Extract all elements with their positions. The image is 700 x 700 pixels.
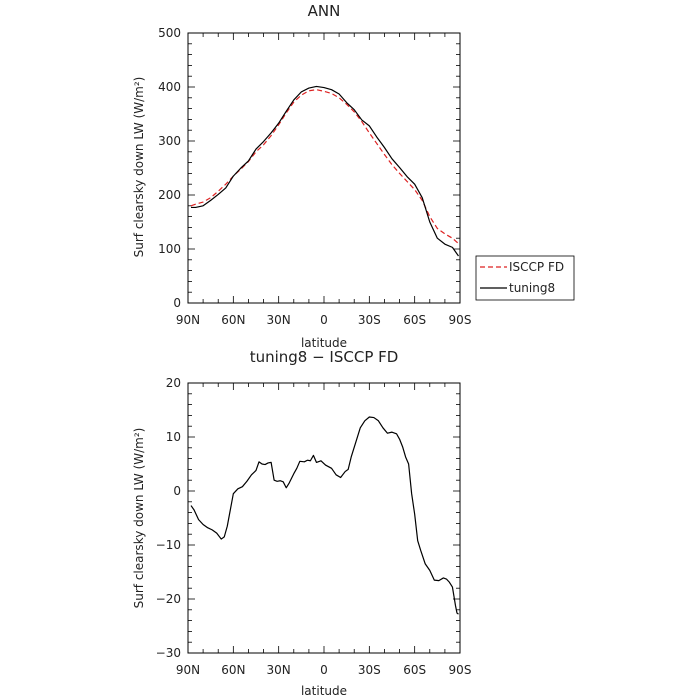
series-layer	[190, 416, 459, 615]
y-tick-label: −10	[156, 538, 181, 552]
x-tick-label: 60N	[221, 313, 245, 327]
legend: ISCCP FD tuning8	[475, 255, 575, 301]
legend-label-isccp: ISCCP FD	[509, 260, 564, 274]
series-layer	[190, 85, 459, 257]
y-tick-label: 400	[158, 80, 181, 94]
x-tick-label: 0	[320, 663, 328, 677]
y-tick-labels: 0 100 200 300 400 500	[158, 26, 181, 310]
x-tick-label: 60S	[403, 663, 426, 677]
x-tick-label: 90N	[176, 663, 200, 677]
chart-title: tuning8 − ISCCP FD	[250, 348, 399, 366]
y-tick-labels: −30 −20 −10 0 10 20	[156, 376, 181, 660]
x-axis-title: latitude	[301, 336, 347, 350]
chart-title: ANN	[308, 2, 341, 20]
y-tick-label: 200	[158, 188, 181, 202]
y-tick-label: 10	[166, 430, 181, 444]
y-tick-label: 20	[166, 376, 181, 390]
x-tick-label: 90S	[449, 663, 472, 677]
y-tick-label: 300	[158, 134, 181, 148]
x-tick-labels: 90N 60N 30N 0 30S 60S 90S	[176, 313, 472, 327]
x-tick-label: 30S	[358, 663, 381, 677]
x-tick-label: 30N	[267, 313, 291, 327]
x-tick-label: 30S	[358, 313, 381, 327]
x-tick-label: 90S	[449, 313, 472, 327]
x-tick-label: 60N	[221, 663, 245, 677]
legend-label-tuning8: tuning8	[509, 281, 555, 295]
legend-box	[475, 255, 575, 301]
y-tick-label: −20	[156, 592, 181, 606]
y-axis-title: Surf clearsky down LW (W/m²)	[132, 77, 146, 258]
y-axis-title: Surf clearsky down LW (W/m²)	[132, 428, 146, 609]
y-tick-label: 100	[158, 242, 181, 256]
axis-ticks	[187, 32, 461, 304]
x-axis-title: latitude	[301, 684, 347, 698]
y-tick-label: −30	[156, 646, 181, 660]
x-tick-label: 60S	[403, 313, 426, 327]
y-tick-label: 0	[173, 484, 181, 498]
x-tick-label: 30N	[267, 663, 291, 677]
series-line-difference	[190, 416, 459, 615]
x-tick-label: 0	[320, 313, 328, 327]
x-tick-label: 90N	[176, 313, 200, 327]
y-tick-label: 0	[173, 296, 181, 310]
plot-frame	[187, 32, 461, 304]
chart-panel-annual: ANN 0 100 200 300 400 500 90N 60N 30N 0 30S 60S 90S…	[132, 2, 575, 350]
x-tick-labels: 90N 60N 30N 0 30S 60S 90S	[176, 663, 472, 677]
series-line-tuning8	[191, 85, 459, 257]
series-line-isccp-fd	[190, 89, 459, 245]
chart-panel-difference: tuning8 − ISCCP FD −30 −20 −10 0 10 20 90N 60N…	[132, 348, 471, 698]
y-tick-label: 500	[158, 26, 181, 40]
plot-frame	[187, 382, 461, 654]
